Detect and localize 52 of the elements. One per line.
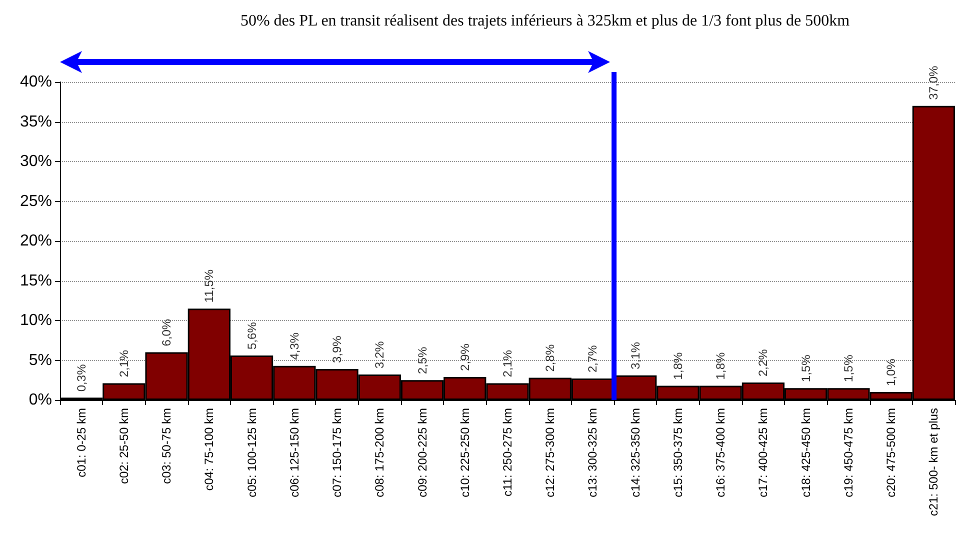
data-label: 3,1%	[628, 342, 642, 370]
x-tick-label: c18: 425-450 km	[798, 408, 813, 498]
x-tick-label: c06: 125-150 km	[287, 408, 302, 498]
data-label: 2,2%	[756, 348, 770, 377]
x-tick-label: c05: 100-125 km	[244, 408, 259, 498]
data-label: 5,6%	[244, 322, 259, 350]
y-tick-label: 5%	[28, 352, 52, 369]
data-label: 4,3%	[287, 332, 302, 360]
y-tick-label: 40%	[20, 74, 52, 90]
data-label: 1,8%	[670, 352, 685, 380]
x-tick-label: c01: 0-25 km	[74, 408, 88, 478]
x-tick-label: c16: 375-400 km	[714, 408, 728, 498]
data-label: 2,5%	[415, 346, 430, 374]
x-tick-label: c17: 400-425 km	[756, 408, 770, 498]
y-tick-label: 25%	[20, 192, 52, 210]
data-label: 1,0%	[884, 358, 898, 386]
x-tick-label: c10: 225-250 km	[458, 408, 472, 498]
data-label: 2,7%	[586, 344, 600, 373]
data-label: 2,8%	[543, 344, 558, 372]
data-label: 11,5%	[202, 269, 216, 303]
data-label: 3,9%	[330, 335, 344, 363]
data-label: 2,9%	[458, 343, 472, 371]
x-tick-label: c03: 50-75 km	[160, 408, 174, 484]
y-tick-label: 10%	[20, 312, 52, 329]
x-tick-label: c19: 450-475 km	[841, 408, 856, 498]
x-tick-label: c12: 275-300 km	[543, 408, 558, 498]
x-tick-label: c14: 325-350 km	[628, 408, 642, 498]
data-label: 0,3%	[74, 364, 88, 392]
chart-title: 50% des PL en transit réalisent des trajets inférieurs à 325km et plus de 1/3 font plus de 500km	[240, 12, 850, 30]
data-label: 1,5%	[798, 354, 813, 382]
data-label: 37,0%	[926, 65, 941, 100]
x-tick-label: c20: 475-500 km	[884, 408, 898, 498]
y-tick-label: 15%	[20, 272, 52, 290]
data-label: 1,5%	[841, 354, 856, 382]
x-tick-label: c09: 200-225 km	[415, 408, 430, 498]
x-tick-label: c08: 175-200 km	[372, 408, 387, 498]
x-tick-label: c11: 250-275 km	[500, 408, 514, 496]
x-tick-label: c15: 350-375 km	[670, 408, 685, 498]
x-tick-label: c13: 300-325 km	[586, 408, 600, 498]
data-label: 2,1%	[500, 350, 514, 378]
data-label: 3,2%	[372, 340, 387, 369]
y-tick-label: 0%	[28, 392, 52, 408]
y-tick-label: 20%	[20, 232, 52, 250]
y-tick-label: 30%	[20, 153, 52, 170]
data-label: 2,1%	[116, 350, 131, 378]
x-tick-label: c07: 150-175 km	[330, 408, 344, 498]
data-label: 6,0%	[160, 318, 174, 346]
y-tick-label: 35%	[20, 113, 52, 130]
data-label: 1,8%	[714, 352, 728, 380]
x-tick-label: c02: 25-50 km	[116, 408, 131, 484]
x-tick-label: c04: 75-100 km	[202, 408, 216, 491]
x-tick-label: c21: 500- km et plus	[926, 408, 941, 516]
